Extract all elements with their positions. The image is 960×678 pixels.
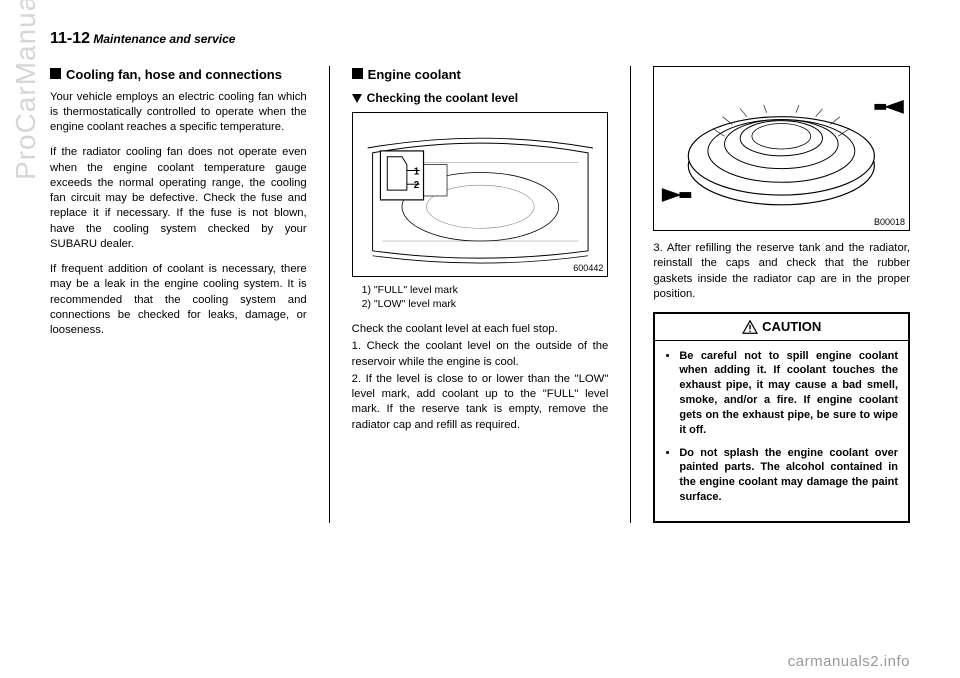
legend-item: 2) "LOW" level mark <box>362 297 609 312</box>
column-3: B00018 3. After refilling the reserve ta… <box>653 66 910 523</box>
caution-header: CAUTION <box>655 314 908 341</box>
paragraph: 3. After refilling the reserve tank and … <box>653 241 910 302</box>
heading-text: Engine coolant <box>368 66 461 84</box>
caution-item: Do not splash the engine coolant over pa… <box>679 446 898 505</box>
warning-triangle-icon <box>742 320 758 334</box>
caution-box: CAUTION Be careful not to spill engine c… <box>653 312 910 523</box>
paragraph: 2. If the level is close to or lower tha… <box>352 372 609 433</box>
section-title: Maintenance and service <box>93 32 235 46</box>
svg-text:1: 1 <box>413 166 419 177</box>
paragraph: If the radiator cooling fan does not ope… <box>50 145 307 252</box>
radiator-cap-illustration <box>654 67 909 230</box>
svg-text:2: 2 <box>413 180 419 191</box>
paragraph: 1. Check the coolant level on the outsid… <box>352 339 609 370</box>
manual-page: 11-12 Maintenance and service Cooling fa… <box>0 0 960 543</box>
heading-text: Cooling fan, hose and connections <box>66 66 282 84</box>
caution-body: Be careful not to spill engine coolant w… <box>655 341 908 521</box>
content-columns: Cooling fan, hose and connections Your v… <box>50 66 910 523</box>
figure-id: 600442 <box>573 262 603 274</box>
subheading-text: Checking the coolant level <box>367 91 518 105</box>
paragraph: If frequent addition of coolant is neces… <box>50 262 307 338</box>
page-header: 11-12 Maintenance and service <box>50 30 910 48</box>
figure-radiator-cap: B00018 <box>653 66 910 231</box>
heading-engine-coolant: Engine coolant <box>352 66 609 84</box>
column-divider <box>630 66 631 523</box>
triangle-bullet-icon <box>352 94 362 103</box>
paragraph: Check the coolant level at each fuel sto… <box>352 322 609 337</box>
figure-engine-bay: 1 2 600442 <box>352 112 609 277</box>
caution-item: Be careful not to spill engine coolant w… <box>679 349 898 438</box>
watermark-footer: carmanuals2.info <box>788 653 910 670</box>
subheading-checking-level: Checking the coolant level <box>352 90 609 106</box>
column-divider <box>329 66 330 523</box>
legend-item: 1) "FULL" level mark <box>362 283 609 298</box>
figure-id: B00018 <box>874 216 905 228</box>
column-2: Engine coolant Checking the coolant leve… <box>352 66 609 523</box>
paragraph: Your vehicle employs an electric cooling… <box>50 90 307 136</box>
caution-label: CAUTION <box>762 318 821 336</box>
figure-legend: 1) "FULL" level mark 2) "LOW" level mark <box>362 283 609 312</box>
heading-cooling-fan: Cooling fan, hose and connections <box>50 66 307 84</box>
page-number: 11-12 <box>50 30 90 47</box>
column-1: Cooling fan, hose and connections Your v… <box>50 66 307 523</box>
square-bullet-icon <box>352 68 363 79</box>
square-bullet-icon <box>50 68 61 79</box>
engine-bay-illustration: 1 2 <box>353 113 608 276</box>
